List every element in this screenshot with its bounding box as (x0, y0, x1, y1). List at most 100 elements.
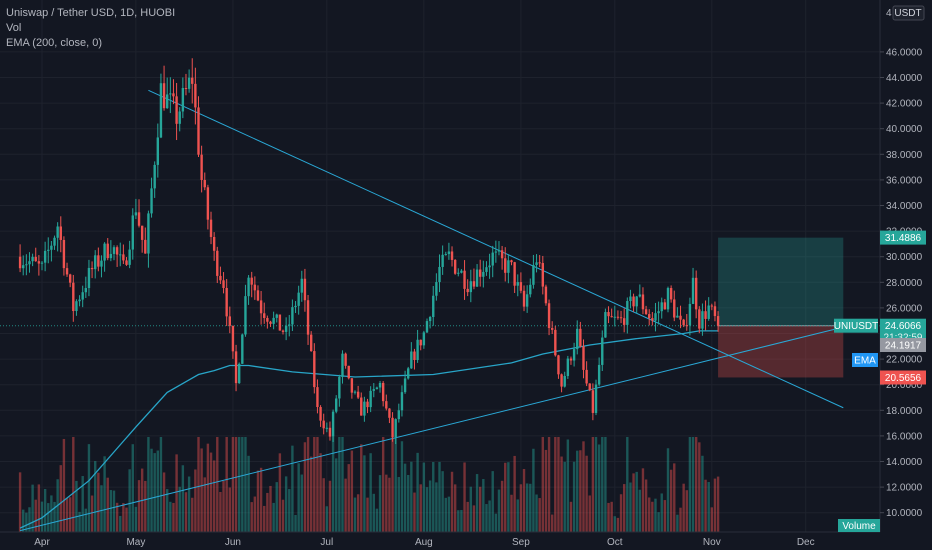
volume-bar (588, 495, 591, 532)
candle-body (331, 411, 335, 437)
candle-body (673, 299, 676, 318)
volume-bar (463, 462, 466, 532)
volume-bar (335, 458, 338, 532)
ema-label-tag-bg (852, 353, 878, 367)
volume-bar (701, 455, 704, 532)
candle-body (381, 382, 385, 402)
candle-body (153, 164, 156, 189)
candle-body (37, 261, 41, 264)
volume-bar (488, 500, 491, 532)
volume-bar (319, 453, 322, 532)
volume-bar (688, 437, 692, 532)
volume-bar (62, 438, 66, 532)
volume-bar (253, 496, 257, 532)
candle-body (122, 254, 125, 261)
volume-bar (59, 465, 62, 532)
candle-body (275, 314, 278, 318)
candle-body (610, 316, 613, 318)
long-position-tool[interactable] (718, 237, 844, 378)
candle-body (385, 401, 388, 409)
candle-body (482, 271, 485, 277)
candle-body (466, 288, 469, 293)
volume-bar (50, 495, 53, 532)
candle-body (366, 401, 369, 408)
candle-body (594, 384, 598, 413)
volume-label-tag-bg (838, 519, 880, 532)
candle-body (319, 407, 322, 421)
volume-bar (363, 455, 366, 532)
volume-bar (303, 442, 307, 532)
volume-bar (234, 437, 238, 532)
legend-volume-line[interactable]: Vol (6, 22, 22, 34)
volume-bar (572, 461, 576, 532)
volume-bar (591, 437, 595, 532)
price-axis-panel[interactable] (880, 0, 932, 532)
candle-body (272, 317, 275, 324)
volume-bar (97, 472, 100, 532)
volume-bar (272, 502, 275, 532)
volume-bar (263, 505, 266, 532)
candle-body (554, 329, 557, 356)
volume-bar (385, 474, 388, 532)
target-price-tag-bg (880, 230, 926, 245)
volume-bar (651, 501, 654, 532)
candle-body (676, 315, 679, 318)
volume-bar (425, 487, 429, 532)
candle-body (131, 215, 134, 250)
currency-caret[interactable]: 4 (886, 8, 892, 19)
volume-bar (682, 483, 685, 532)
volume-bar (200, 448, 203, 532)
candle-body (619, 317, 623, 319)
volume-bar (513, 455, 516, 532)
candle-body (563, 375, 566, 387)
candle-body (144, 239, 147, 254)
currency-button[interactable] (892, 5, 925, 21)
volume-bar (538, 498, 541, 532)
candle-body (475, 269, 479, 287)
candle-body (597, 364, 601, 385)
candle-body (50, 245, 53, 250)
candle-body (666, 288, 670, 310)
volume-bar (288, 489, 291, 532)
legend-symbol-line[interactable]: Uniswap / Tether USD, 1D, HUOBI (6, 7, 176, 19)
candle-body (65, 268, 69, 275)
price-tick-label: 46.0000 (886, 47, 923, 58)
candle-body (253, 284, 257, 291)
candle-body (485, 267, 488, 272)
volume-bar (516, 499, 519, 532)
candle-body (169, 93, 172, 95)
volume-bar (191, 497, 194, 532)
legend-ema-line[interactable]: EMA (200, close, 0) (6, 37, 102, 49)
candle-body (591, 390, 595, 413)
candle-body (112, 247, 116, 254)
volume-bar (403, 463, 407, 532)
time-axis-panel[interactable] (0, 532, 932, 550)
volume-bar (237, 437, 241, 532)
candle-body (250, 277, 253, 285)
volume-bar (391, 437, 394, 532)
currency-label[interactable]: USDT (894, 8, 921, 19)
candle-body (162, 83, 166, 109)
candle-body (432, 295, 435, 317)
candle-body (669, 288, 673, 300)
candle-body (200, 154, 203, 180)
candle-body (34, 256, 37, 262)
candle-body (688, 303, 692, 326)
candle-body (585, 369, 588, 384)
candle-body (22, 265, 25, 269)
candle-body (375, 387, 379, 390)
stop-loss-zone (718, 325, 844, 378)
candle-body (704, 311, 707, 319)
candle-body (601, 337, 604, 365)
candle-body (519, 282, 523, 291)
volume-bar (331, 437, 335, 532)
candle-body (441, 254, 444, 267)
candle-body (648, 314, 651, 319)
candle-body (532, 264, 535, 285)
volume-bar (81, 476, 84, 532)
candle-body (657, 311, 660, 314)
candle-body (469, 281, 473, 293)
volume-bar (222, 480, 225, 532)
